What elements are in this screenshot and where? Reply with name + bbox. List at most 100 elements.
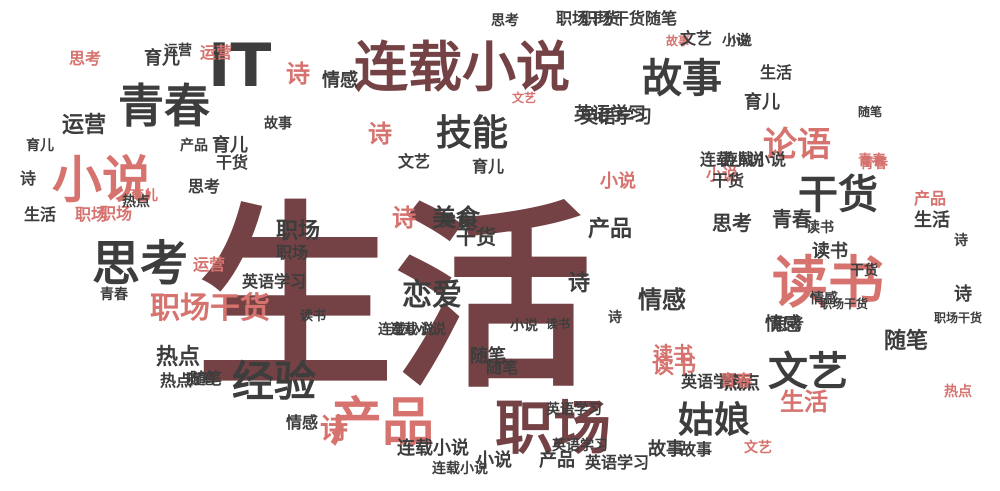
cloud-word: 诗 [954, 232, 968, 249]
cloud-word: 产品 [330, 393, 434, 453]
cloud-word: 小说 [476, 449, 512, 471]
cloud-word: 干货 [712, 171, 744, 190]
cloud-word: 产品 [539, 449, 575, 471]
cloud-word: 青春 [118, 79, 210, 133]
cloud-word: 故事 [264, 115, 292, 132]
cloud-word: 小说 [722, 32, 750, 49]
cloud-word: 干货 [850, 262, 878, 279]
cloud-word: 连载小说 [432, 460, 488, 477]
cloud-word: 青春 [858, 152, 887, 169]
cloud-word: 连载小说 [722, 150, 786, 169]
cloud-word: 姑娘 [678, 400, 750, 441]
cloud-word: 英语学习 [680, 372, 745, 391]
cloud-word: 英语学习 [545, 401, 602, 418]
cloud-word: IT [208, 31, 271, 101]
cloud-word: 职场干货随笔 [581, 9, 677, 28]
cloud-word: 思考 [92, 236, 188, 292]
cloud-word: 干货 [216, 153, 248, 172]
cloud-word: 小说 [728, 33, 752, 48]
cloud-word: 读书 [300, 308, 326, 324]
cloud-word: 职场 [276, 243, 308, 262]
cloud-word: 读书 [546, 316, 570, 331]
cloud-word: 育儿 [212, 134, 248, 156]
cloud-word: 诗 [608, 309, 622, 326]
cloud-word: 育儿 [744, 91, 780, 113]
cloud-word: 随笔 [470, 345, 506, 367]
cloud-word: 论语 [763, 125, 831, 165]
cloud-word: 随笔 [858, 104, 882, 119]
cloud-word: 产品 [180, 137, 208, 154]
cloud-word: 文艺 [680, 29, 712, 48]
cloud-word: 技能 [436, 113, 508, 154]
cloud-word: 生活 [914, 209, 950, 231]
cloud-word: 生活 [24, 205, 56, 224]
cloud-word: 文艺 [512, 90, 536, 105]
cloud-word: 连载小说 [700, 150, 764, 169]
cloud-word: 青春 [100, 286, 129, 303]
cloud-word: 产品 [914, 189, 946, 208]
cloud-word: 英语学习 [551, 437, 608, 454]
cloud-word: 热点 [156, 344, 200, 370]
cloud-word: 连载小说 [390, 321, 446, 338]
cloud-word: 青春 [720, 371, 753, 390]
cloud-word: 美食 [440, 211, 473, 230]
cloud-word: 故事 [666, 33, 690, 48]
cloud-word: 运营 [164, 42, 192, 59]
cloud-word: 恋爱 [402, 278, 462, 313]
cloud-word: 读书 [812, 240, 848, 262]
cloud-word: 诗 [392, 204, 416, 232]
cloud-word: 英语学习 [584, 453, 649, 472]
cloud-word: 职场 [75, 205, 107, 224]
cloud-word: 诗 [320, 412, 348, 445]
cloud-word: 诗 [286, 60, 310, 88]
cloud-word: 职场干货 [820, 296, 868, 311]
cloud-word: 育儿 [144, 47, 180, 69]
cloud-word: 热点 [720, 372, 752, 391]
cloud-word: 职场干货 [150, 291, 270, 326]
cloud-word: 读书 [652, 354, 696, 379]
cloud-word: 英语学习 [579, 106, 652, 128]
cloud-word: 诗 [20, 169, 36, 188]
cloud-word: 读书 [806, 219, 834, 236]
cloud-word: 诗 [368, 120, 392, 148]
cloud-word: 随笔 [486, 358, 518, 377]
cloud-word: 干货 [798, 172, 878, 218]
cloud-word: 文艺 [398, 152, 430, 171]
cloud-word: 经验 [232, 357, 316, 406]
cloud-word: 生活 [196, 184, 592, 415]
cloud-word: 情感 [638, 286, 686, 314]
cloud-word: 情感 [810, 290, 838, 307]
cloud-word: 育儿 [472, 157, 504, 176]
cloud-word: 随笔 [884, 328, 928, 354]
cloud-word: 诗 [568, 271, 590, 296]
cloud-word: 情感 [765, 313, 801, 335]
cloud-word: 文艺 [768, 349, 848, 395]
cloud-word: 英语学习 [573, 103, 646, 125]
cloud-word: 思考 [712, 211, 752, 235]
cloud-word: 热点 [944, 383, 972, 400]
cloud-word: 热点 [160, 371, 192, 390]
cloud-word: 产品 [588, 217, 632, 242]
cloud-word: 故事 [680, 440, 712, 459]
cloud-word: 育儿 [130, 187, 158, 204]
cloud-word: 情感 [286, 413, 318, 432]
cloud-word: 小说 [52, 151, 152, 209]
cloud-word: 故事 [642, 56, 722, 102]
cloud-word: 故事 [648, 438, 684, 460]
cloud-word: 生活 [780, 388, 828, 416]
cloud-word: 职场 [495, 394, 611, 462]
cloud-word: 小说 [510, 317, 538, 334]
cloud-word: 读书 [772, 251, 884, 316]
cloud-word: 读书 [653, 342, 693, 366]
cloud-word: 思考 [69, 49, 101, 68]
cloud-word: 思考 [491, 12, 519, 29]
cloud-word: 干货 [456, 225, 496, 249]
cloud-word: 运营 [200, 43, 232, 62]
cloud-word: 运营 [193, 255, 225, 274]
cloud-word: 随笔 [186, 371, 214, 388]
cloud-word: 诗 [954, 284, 972, 305]
cloud-word: 生活 [760, 63, 792, 82]
cloud-word: 热点 [122, 193, 150, 210]
